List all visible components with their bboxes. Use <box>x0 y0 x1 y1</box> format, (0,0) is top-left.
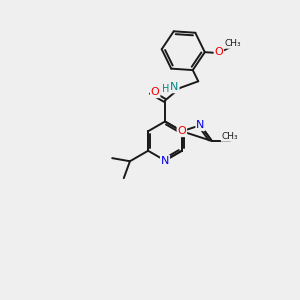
Text: N: N <box>161 155 169 166</box>
Text: O: O <box>178 126 186 136</box>
Text: N: N <box>170 82 179 92</box>
Text: CH₃: CH₃ <box>225 39 242 48</box>
Text: O: O <box>151 87 160 97</box>
Text: O: O <box>214 46 223 57</box>
Text: CH₃: CH₃ <box>222 132 238 141</box>
Text: N: N <box>196 120 205 130</box>
Text: H: H <box>162 84 169 94</box>
